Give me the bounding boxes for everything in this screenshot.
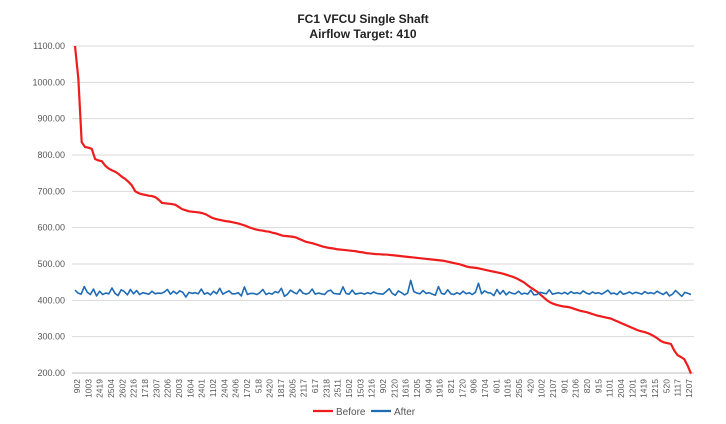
x-tick-label: 1016 — [503, 379, 513, 398]
x-tick-label: 1419 — [639, 379, 649, 398]
y-tick-label: 1100.00 — [33, 41, 65, 51]
x-tick-label: 1720 — [457, 379, 467, 398]
x-tick-label: 601 — [491, 379, 501, 393]
x-tick-label: 2505 — [514, 379, 524, 398]
x-tick-label: 2117 — [299, 379, 309, 398]
x-tick-label: 2401 — [197, 379, 207, 398]
x-tick-label: 2504 — [106, 379, 116, 398]
series-line-after — [74, 279, 692, 298]
x-tick-label: 902 — [72, 379, 82, 393]
x-tick-label: 820 — [582, 379, 592, 393]
x-tick-label: 1003 — [83, 379, 93, 398]
x-tick-label: 2206 — [163, 379, 173, 398]
legend: Before After — [313, 407, 416, 418]
x-tick-label: 1207 — [684, 379, 694, 398]
y-tick-label: 200.00 — [37, 368, 65, 378]
x-tick-label: 2602 — [117, 379, 127, 398]
x-tick-label: 1702 — [242, 379, 252, 398]
x-tick-label: 1215 — [650, 379, 660, 398]
x-tick-label: 1216 — [367, 379, 377, 398]
x-tick-label: 518 — [253, 379, 263, 393]
x-axis-tick-labels: 902 1003 2419 2504 2602 2216 1718 2307 2206 2003 1… — [72, 379, 694, 398]
x-tick-label: 2216 — [129, 379, 139, 398]
chart-title: FC1 VFCU Single Shaft — [297, 12, 429, 26]
y-tick-label: 400.00 — [37, 295, 65, 305]
x-tick-label: 915 — [593, 379, 603, 393]
x-tick-label: 1117 — [673, 379, 683, 397]
series-line-before — [73, 45, 693, 375]
x-tick-label: 2318 — [321, 379, 331, 398]
x-tick-label: 2511 — [333, 379, 343, 398]
x-tick-label: 2107 — [548, 379, 558, 398]
y-axis-tick-labels: 1100.00 1000.00 900.00 800.00 700.00 600.00 50… — [32, 41, 65, 378]
x-tick-label: 821 — [446, 379, 456, 393]
y-tick-label: 300.00 — [37, 332, 65, 342]
x-tick-label: 420 — [525, 379, 535, 393]
x-tick-label: 1503 — [355, 379, 365, 398]
x-tick-label: 520 — [661, 379, 671, 393]
x-tick-label: 1718 — [140, 379, 150, 398]
y-tick-label: 900.00 — [37, 114, 65, 124]
x-tick-label: 901 — [559, 379, 569, 393]
y-tick-label: 600.00 — [37, 223, 65, 233]
x-tick-label: 1101 — [605, 379, 615, 398]
legend-label-after: After — [394, 407, 416, 418]
x-tick-label: 906 — [469, 379, 479, 393]
x-tick-label: 2406 — [231, 379, 241, 398]
x-tick-label: 1205 — [412, 379, 422, 398]
x-tick-label: 2419 — [95, 379, 105, 398]
y-tick-label: 800.00 — [37, 150, 65, 160]
x-tick-label: 617 — [310, 379, 320, 393]
x-tick-label: 1616 — [401, 379, 411, 398]
x-tick-label: 904 — [423, 379, 433, 393]
x-tick-label: 1916 — [435, 379, 445, 398]
x-tick-label: 1201 — [627, 379, 637, 398]
series-lines — [73, 45, 693, 375]
x-tick-label: 902 — [378, 379, 388, 393]
x-tick-label: 1604 — [185, 379, 195, 398]
x-tick-label: 2605 — [287, 379, 297, 398]
legend-label-before: Before — [336, 407, 366, 418]
x-tick-label: 1817 — [276, 379, 286, 398]
x-tick-label: 2420 — [265, 379, 275, 398]
y-tick-label: 700.00 — [37, 186, 65, 196]
y-tick-label: 500.00 — [37, 259, 65, 269]
x-tick-label: 1502 — [344, 379, 354, 398]
chart-subtitle: Airflow Target: 410 — [309, 27, 417, 41]
x-tick-label: 2003 — [174, 379, 184, 398]
x-tick-label: 2106 — [571, 379, 581, 398]
x-tick-label: 2120 — [389, 379, 399, 398]
x-tick-label: 1102 — [208, 379, 218, 398]
x-tick-label: 2307 — [151, 379, 161, 398]
x-tick-label: 2404 — [219, 379, 229, 398]
x-tick-label: 1002 — [537, 379, 547, 398]
gridlines — [72, 45, 694, 374]
x-tick-label: 2004 — [616, 379, 626, 398]
x-tick-label: 1704 — [480, 379, 490, 398]
y-tick-label: 1000.00 — [32, 77, 65, 87]
